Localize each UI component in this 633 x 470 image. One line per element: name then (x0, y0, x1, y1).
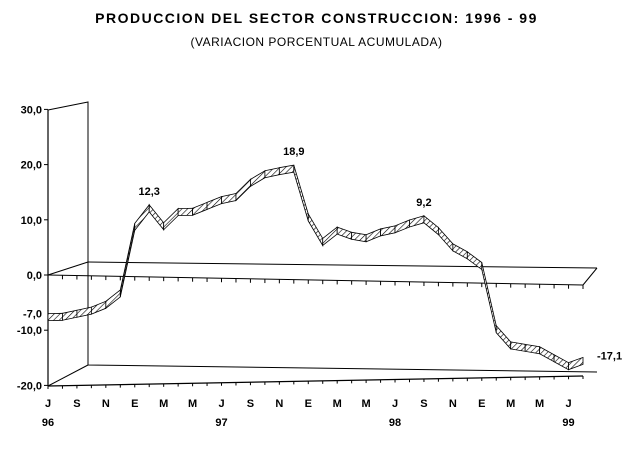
x-tick-label: J (392, 398, 398, 410)
x-tick-label: N (102, 398, 110, 410)
y-tick-label: 10,0 (21, 215, 42, 227)
x-year-label: 97 (215, 417, 227, 429)
ribbon-segment (423, 214, 439, 236)
ribbon-segment (322, 226, 338, 247)
ribbon-segment (307, 212, 324, 247)
x-tick-label: J (45, 398, 51, 410)
x-year-label: 98 (389, 417, 401, 429)
zero-side-line (47, 261, 89, 276)
x-tick-label: S (73, 398, 80, 410)
x-tick-label: E (131, 398, 138, 410)
ribbon-segment (365, 228, 381, 243)
x-tick-label: N (275, 398, 283, 410)
ribbon-segment (119, 223, 136, 298)
y-tick-label: 30,0 (21, 104, 42, 116)
ribbon-segment (380, 225, 396, 237)
ribbon-segment (278, 164, 295, 176)
y-tick-label: 0,0 (27, 270, 42, 282)
x-year-label: 99 (562, 417, 574, 429)
data-label: -7,0 (23, 309, 42, 321)
ribbon-segment (206, 195, 222, 211)
ribbon-segment (221, 193, 237, 205)
y-tick-label: -20,0 (17, 380, 42, 392)
ribbon-segment (264, 167, 280, 179)
x-tick-label: M (506, 398, 515, 410)
ribbon-segment (409, 215, 425, 228)
ribbon-segment (177, 207, 193, 217)
x-tick-label: M (362, 398, 371, 410)
ribbon-segment (510, 341, 526, 352)
x-axis: J S N E M M J S N E M M J S N E M M J 96 97 98 99 (42, 275, 584, 429)
y-axis: 30,0 20,0 10,0 0,0 -10,0 -20,0 (17, 104, 48, 392)
ribbon-segment (452, 243, 468, 260)
ribbon-segment (76, 306, 92, 318)
data-label: 18,9 (283, 146, 304, 158)
x-tick-label: J (565, 398, 571, 410)
zero-back-line (87, 261, 598, 269)
ribbon-segment (192, 201, 208, 216)
ribbon-segment (90, 300, 107, 315)
zero-front-line (47, 274, 584, 286)
back-wall-line (47, 101, 598, 373)
x-tick-label: M (333, 398, 342, 410)
ribbon-segment (235, 178, 251, 202)
ribbon-segment (495, 324, 512, 350)
zero-right-line (582, 267, 598, 286)
chart-title: PRODUCCION DEL SECTOR CONSTRUCCION: 1996… (95, 10, 538, 26)
data-label: 9,2 (416, 197, 431, 209)
x-axis-line (47, 375, 584, 387)
data-label: -17,1 (597, 350, 622, 362)
ribbon-segment (134, 203, 150, 232)
ribbon-segment (163, 207, 179, 231)
chart-subtitle: (VARIACION PORCENTUAL ACUMULADA) (190, 35, 443, 49)
x-year-label: 96 (42, 417, 54, 429)
y-tick-label: -10,0 (17, 325, 42, 337)
x-tick-label: M (535, 398, 544, 410)
data-labels: -7,0 12,3 18,9 9,2 -17,1 (23, 146, 622, 362)
x-tick-label: M (188, 398, 197, 410)
ribbon-segment (394, 219, 410, 234)
x-tick-label: S (420, 398, 427, 410)
data-label: 12,3 (139, 186, 160, 198)
ribbon-segment (105, 289, 121, 310)
x-tick-label: E (305, 398, 312, 410)
ribbon-segment (47, 312, 63, 322)
x-tick-label: M (159, 398, 168, 410)
x-tick-label: S (247, 398, 254, 410)
ribbon-segment (524, 343, 541, 355)
x-tick-label: J (218, 398, 224, 410)
ribbon-segment (336, 226, 353, 240)
ribbon-segment (481, 262, 497, 333)
ribbon-segment (568, 356, 584, 371)
ribbon-segment (148, 203, 165, 231)
x-tick-label: N (449, 398, 457, 410)
ribbon-segment (351, 231, 367, 243)
ribbon-segment (539, 346, 555, 363)
ribbon-segment (62, 309, 78, 321)
floor-edge-line (47, 364, 89, 387)
x-tick-label: E (478, 398, 485, 410)
ribbon-segment (293, 165, 309, 222)
ribbon-segment (553, 354, 569, 371)
chart-frame (47, 101, 598, 387)
series-ribbon (47, 164, 584, 371)
ribbon-segment (438, 226, 454, 252)
y-tick-label: 20,0 (21, 160, 42, 172)
ribbon-segment (250, 170, 266, 188)
